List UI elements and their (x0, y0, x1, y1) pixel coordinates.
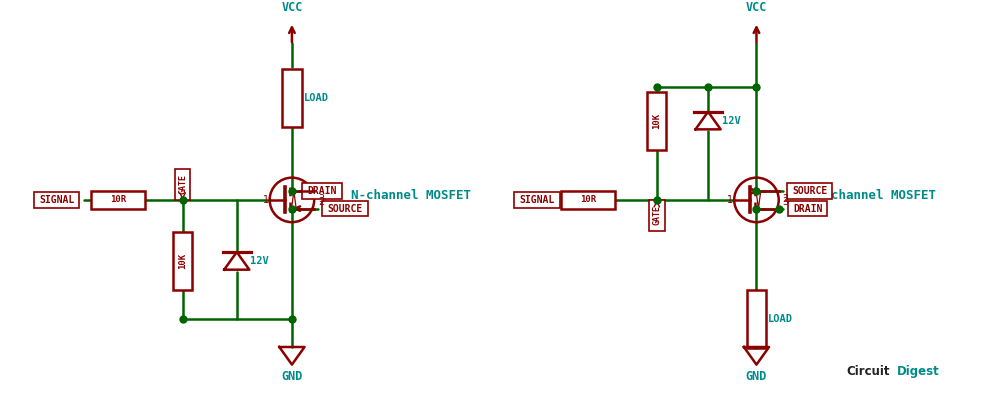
Text: 2: 2 (318, 197, 324, 207)
Bar (302, 184, 342, 199)
Bar (647, 91, 666, 150)
Text: 2: 2 (783, 194, 789, 204)
Text: GATE: GATE (178, 174, 187, 194)
Text: GATE: GATE (652, 205, 661, 225)
Text: 10R: 10R (580, 196, 596, 204)
Text: SOURCE: SOURCE (328, 203, 363, 213)
Text: P-channel MOSFET: P-channel MOSFET (816, 189, 936, 201)
Text: SIGNAL: SIGNAL (39, 195, 74, 205)
Text: Digest: Digest (897, 365, 940, 378)
Bar (649, 200, 665, 231)
Text: GND: GND (281, 370, 303, 383)
Text: 1: 1 (727, 195, 733, 205)
Bar (91, 191, 145, 209)
Text: DRAIN: DRAIN (793, 203, 822, 213)
Text: 1: 1 (263, 195, 269, 205)
Text: N-channel MOSFET: N-channel MOSFET (351, 189, 471, 201)
Text: LOAD: LOAD (768, 314, 793, 324)
Text: Circuit: Circuit (846, 365, 890, 378)
Bar (34, 192, 79, 207)
Text: 3: 3 (783, 197, 789, 207)
Bar (175, 169, 190, 200)
Text: 10K: 10K (652, 113, 661, 128)
Bar (561, 191, 615, 209)
Text: 10R: 10R (110, 196, 126, 204)
Text: VCC: VCC (281, 1, 303, 14)
Text: 12V: 12V (250, 256, 269, 266)
Bar (322, 201, 368, 216)
Text: 10K: 10K (178, 253, 187, 269)
Text: DRAIN: DRAIN (307, 186, 337, 196)
Text: 3: 3 (318, 194, 324, 204)
Bar (787, 184, 832, 199)
Bar (747, 290, 766, 348)
Text: GND: GND (746, 370, 767, 383)
Text: SOURCE: SOURCE (792, 186, 827, 196)
Text: VCC: VCC (746, 1, 767, 14)
Text: SIGNAL: SIGNAL (519, 195, 554, 205)
Text: 12V: 12V (722, 116, 740, 126)
Bar (173, 232, 192, 290)
Bar (282, 69, 302, 127)
Bar (514, 192, 560, 207)
Bar (788, 201, 827, 216)
Text: LOAD: LOAD (304, 93, 329, 103)
